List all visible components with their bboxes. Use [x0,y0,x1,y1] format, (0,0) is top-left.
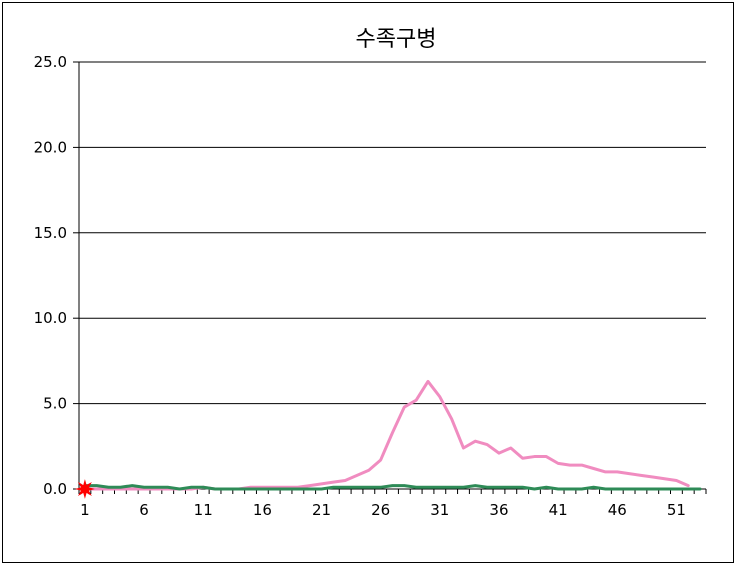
y-tick-label-5: 25.0 [34,53,67,71]
x-tick-label-4: 21 [312,501,331,519]
series-1-line [83,484,702,491]
grid-lines [79,61,706,490]
x-tick-label-10: 51 [667,501,686,519]
y-axis: 0.0 5.0 10.0 15.0 20.0 25.0 [34,53,80,498]
y-tick-label-3: 15.0 [34,224,67,242]
series-group [75,379,702,499]
x-tick-label-7: 36 [489,501,508,519]
x-tick-label-8: 41 [549,501,568,519]
x-tick-label-3: 16 [253,501,272,519]
x-tick-label-5: 26 [371,501,390,519]
x-tick-label-6: 31 [430,501,449,519]
series-3-star-marker [75,479,95,499]
y-tick-label-0: 0.0 [43,480,67,498]
y-tick-label-4: 20.0 [34,138,67,156]
series-0-line [83,379,690,491]
y-tick-label-2: 10.0 [34,309,67,327]
x-tick-label-2: 11 [194,501,213,519]
y-tick-label-1: 5.0 [43,395,67,413]
chart-title: 수족구병 [356,27,437,52]
x-tick-label-1: 6 [139,501,149,519]
x-tick-label-0: 1 [80,501,90,519]
x-tick-label-9: 46 [608,501,627,519]
x-axis: 1 6 11 16 21 26 31 36 41 46 51 [78,488,707,519]
